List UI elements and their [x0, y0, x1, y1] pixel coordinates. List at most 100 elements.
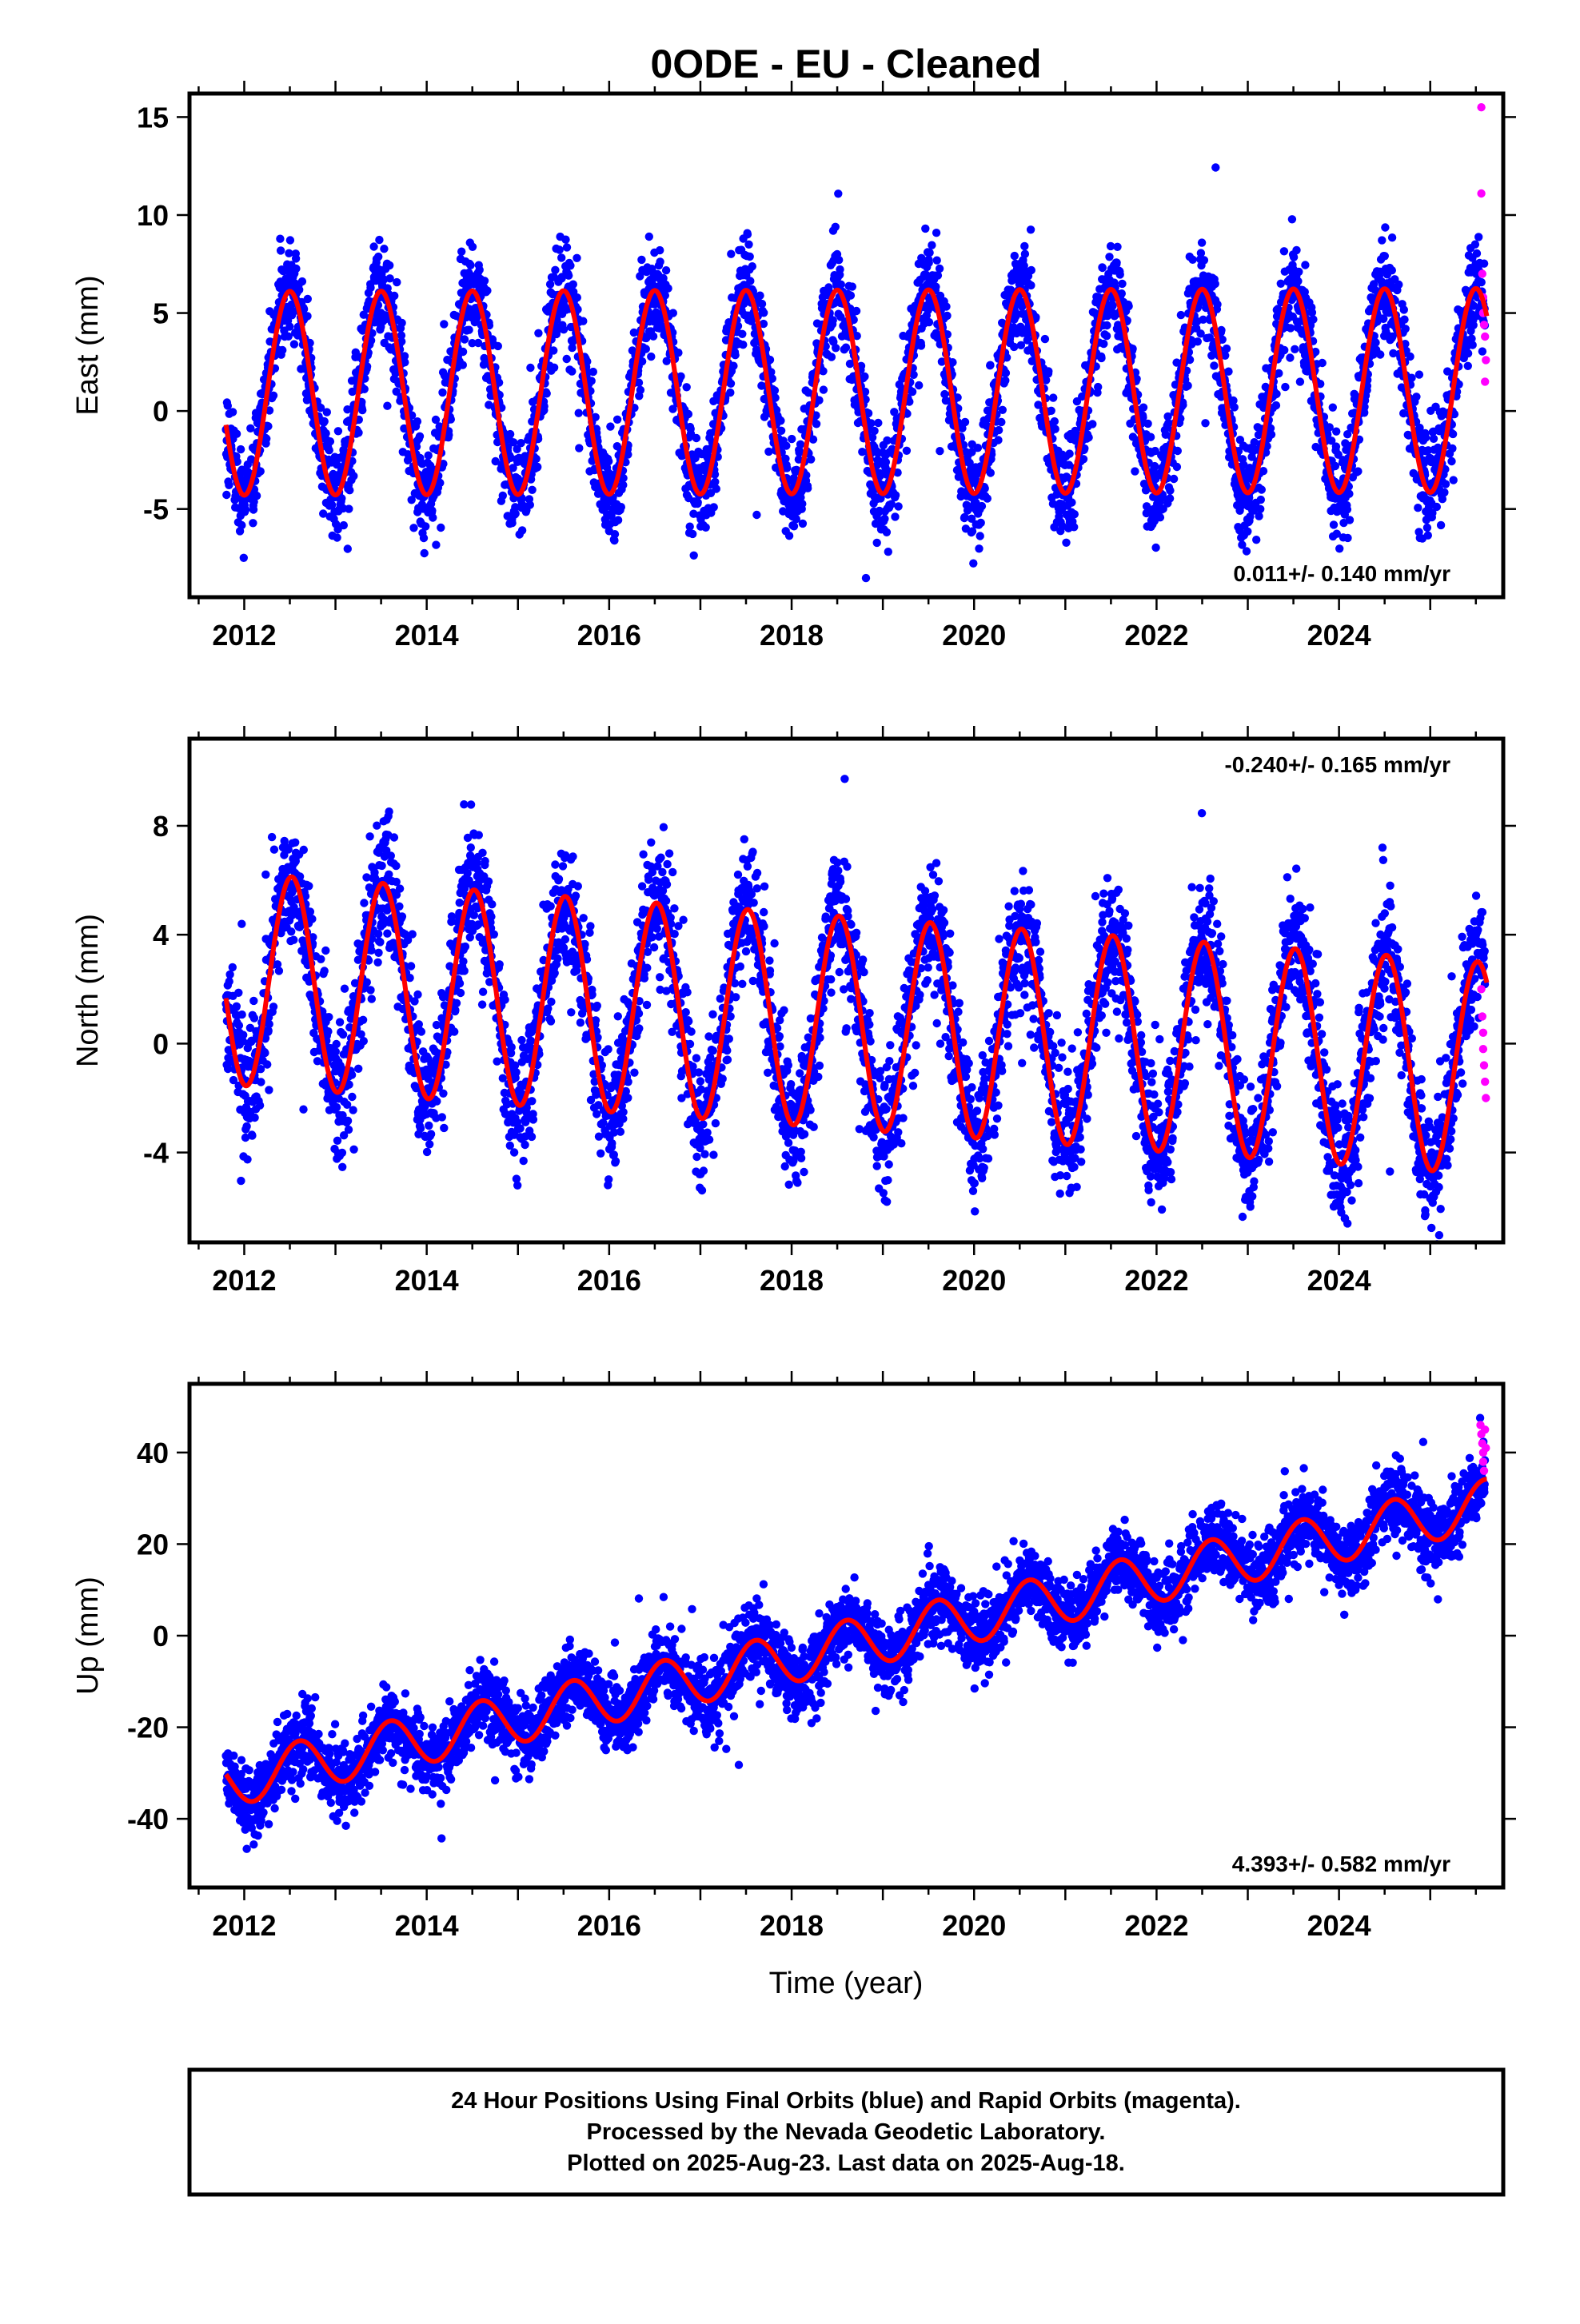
final-orbit-point	[936, 265, 944, 273]
final-orbit-point	[375, 236, 383, 244]
final-orbit-point	[1156, 513, 1164, 521]
final-orbit-point	[289, 936, 297, 944]
final-orbit-point	[1291, 345, 1299, 353]
final-orbit-point	[325, 1013, 333, 1021]
final-orbit-point	[712, 484, 720, 492]
final-orbit-point	[526, 500, 534, 508]
final-orbit-point	[286, 236, 294, 244]
final-orbit-point	[341, 985, 349, 993]
final-orbit-point	[237, 521, 245, 529]
final-orbit-point	[459, 361, 467, 369]
final-orbit-point	[409, 524, 417, 532]
final-orbit-point	[222, 491, 230, 499]
final-orbit-point	[1103, 332, 1111, 340]
final-orbit-point	[777, 427, 785, 435]
final-orbit-point	[870, 427, 878, 435]
final-orbit-point	[366, 284, 374, 292]
final-orbit-point	[1437, 521, 1445, 529]
final-orbit-point	[1049, 393, 1057, 401]
final-orbit-point	[828, 353, 836, 361]
final-orbit-point	[1402, 325, 1410, 333]
final-orbit-point	[731, 351, 739, 359]
final-orbit-point	[637, 256, 645, 264]
final-orbit-point	[234, 989, 242, 997]
final-orbit-point	[807, 455, 815, 463]
final-orbit-point	[1447, 457, 1455, 465]
final-orbit-point	[1474, 233, 1482, 241]
final-orbit-point	[253, 492, 261, 500]
rapid-orbit-point	[1478, 269, 1486, 277]
final-orbit-point	[333, 1040, 341, 1048]
final-orbit-point	[1448, 444, 1456, 452]
final-orbit-point	[613, 416, 621, 424]
final-orbit-point	[225, 481, 233, 489]
final-orbit-point	[994, 436, 1002, 444]
final-orbit-point	[882, 458, 890, 466]
final-orbit-point	[556, 245, 564, 253]
final-orbit-point	[1067, 498, 1075, 506]
final-orbit-point	[225, 971, 233, 979]
final-orbit-point	[374, 253, 382, 261]
final-orbit-point	[573, 254, 581, 262]
final-orbit-point	[344, 544, 352, 552]
final-orbit-point	[390, 292, 398, 300]
y-tick-label: -5	[143, 493, 169, 526]
final-orbit-point	[349, 472, 357, 480]
final-orbit-point	[494, 342, 502, 350]
final-orbit-point	[1173, 463, 1181, 471]
final-orbit-point	[1243, 547, 1251, 555]
final-orbit-point	[305, 882, 313, 890]
final-orbit-point	[880, 515, 888, 523]
final-orbit-point	[1166, 494, 1174, 502]
final-orbit-point	[235, 1022, 243, 1030]
final-orbit-point	[333, 1137, 341, 1145]
final-orbit-point	[425, 452, 433, 460]
final-orbit-point	[847, 291, 855, 299]
final-orbit-point	[812, 420, 820, 428]
final-orbit-point	[575, 444, 583, 452]
final-orbit-point	[726, 389, 734, 397]
final-orbit-point	[1177, 311, 1185, 319]
final-orbit-point	[345, 486, 353, 494]
final-orbit-point	[776, 417, 784, 425]
final-orbit-point	[1277, 280, 1285, 288]
final-orbit-point	[1424, 532, 1432, 540]
final-orbit-point	[961, 418, 969, 426]
final-orbit-point	[428, 507, 436, 515]
final-orbit-point	[690, 552, 698, 560]
final-orbit-point	[248, 1131, 256, 1139]
final-orbit-point	[820, 385, 828, 393]
y-tick-label: 0	[153, 395, 169, 428]
final-orbit-point	[1388, 233, 1396, 241]
final-orbit-point	[568, 367, 576, 375]
final-orbit-point	[928, 241, 936, 249]
final-orbit-point	[416, 433, 424, 440]
final-orbit-point	[340, 521, 348, 529]
final-orbit-point	[1194, 337, 1202, 345]
trend-label: 0.011+/- 0.140 mm/yr	[1233, 561, 1450, 586]
final-orbit-point	[1412, 393, 1420, 401]
final-orbit-point	[348, 1093, 356, 1101]
final-orbit-point	[1330, 520, 1338, 528]
final-orbit-point	[1151, 462, 1159, 470]
final-orbit-point	[461, 335, 469, 343]
final-orbit-point	[269, 392, 277, 400]
final-orbit-point	[756, 292, 764, 300]
final-orbit-point	[268, 833, 276, 841]
final-orbit-point	[321, 967, 329, 975]
final-orbit-point	[891, 512, 899, 520]
final-orbit-point	[528, 486, 536, 494]
final-orbit-point	[575, 409, 583, 417]
final-orbit-point	[977, 519, 985, 527]
final-orbit-point	[1381, 223, 1389, 231]
final-orbit-point	[1354, 467, 1362, 475]
final-orbit-point	[295, 285, 303, 293]
final-orbit-point	[325, 446, 333, 454]
final-orbit-point	[1319, 359, 1327, 367]
final-orbit-point	[739, 341, 747, 349]
final-orbit-point	[465, 326, 473, 334]
final-orbit-point	[688, 530, 696, 538]
final-orbit-point	[241, 506, 249, 514]
final-orbit-point	[1097, 354, 1105, 362]
